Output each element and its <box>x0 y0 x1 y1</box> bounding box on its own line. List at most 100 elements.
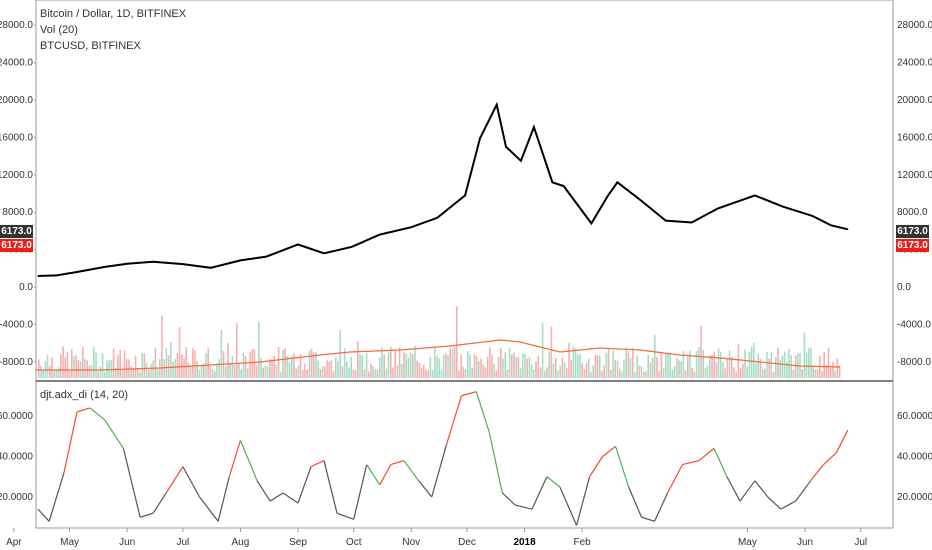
volume-bar <box>548 351 550 378</box>
volume-bar <box>614 360 616 378</box>
volume-bar <box>412 354 414 378</box>
volume-bar <box>737 344 740 378</box>
price-point <box>590 222 593 225</box>
volume-bar <box>722 362 724 378</box>
indicator-segment <box>217 476 230 522</box>
indicator-segment <box>546 476 561 488</box>
volume-bar <box>255 365 258 378</box>
indicator-y-tick-left: 40.0000 <box>0 452 33 463</box>
volume-bar <box>321 366 324 378</box>
volume-bar <box>513 352 515 378</box>
volume-bar <box>772 371 775 378</box>
volume-bar <box>176 353 179 378</box>
volume-bar <box>678 359 680 378</box>
volume-bar <box>262 367 264 378</box>
volume-bar <box>700 325 702 378</box>
volume-bar <box>299 353 302 378</box>
volume-bar <box>319 369 322 378</box>
symbol-legend: BTCUSD, BITFINEX <box>40 40 141 52</box>
y-tick-label-left: 0.0 <box>19 282 33 293</box>
price-point <box>152 261 154 263</box>
indicator-segment <box>379 464 392 486</box>
volume-bar <box>594 354 597 378</box>
volume-bar <box>821 371 823 378</box>
volume-bar <box>385 368 388 378</box>
volume-bar <box>838 365 841 378</box>
x-tick-label: Oct <box>346 537 362 548</box>
indicator-segment <box>739 480 756 502</box>
volume-bar <box>555 357 557 378</box>
volume-bar <box>376 369 379 378</box>
volume-bar <box>539 367 542 378</box>
volume-bar <box>101 352 104 378</box>
volume-bar <box>148 369 150 378</box>
indicator-segment <box>445 395 463 445</box>
price-point <box>562 185 565 187</box>
volume-bar <box>218 359 220 378</box>
indicator-segment <box>767 496 782 510</box>
volume-bar <box>601 371 603 378</box>
indicator-segment <box>323 460 338 514</box>
indicator-y-tick-right: 40.0000 <box>897 452 932 463</box>
volume-bar <box>73 356 75 378</box>
volume-bar <box>62 346 64 378</box>
volume-bar <box>669 352 671 378</box>
indicator-segment <box>628 486 643 518</box>
volume-bar <box>561 357 564 378</box>
indicator-segment <box>726 476 741 502</box>
volume-bar <box>273 355 275 378</box>
y-tick-label-left: 8000.0 <box>2 207 33 218</box>
volume-bar <box>632 347 634 378</box>
indicator-segment <box>139 512 154 518</box>
volume-bar <box>396 365 399 378</box>
volume-bar <box>308 350 311 378</box>
volume-bar <box>469 354 471 378</box>
volume-bar <box>830 368 832 378</box>
volume-bar <box>104 371 106 378</box>
volume-bar <box>801 369 803 378</box>
volume-bar <box>720 352 722 378</box>
volume-bar <box>368 371 370 378</box>
volume-bar <box>394 351 396 378</box>
volume-bar <box>528 357 531 378</box>
volume-bar <box>687 356 689 378</box>
volume-bar <box>464 368 467 378</box>
volume-bar <box>786 361 788 378</box>
indicator-segment <box>256 480 271 502</box>
volume-bar <box>280 371 282 378</box>
volume-bar <box>359 353 361 378</box>
indicator-segment <box>780 500 797 510</box>
indicator-segment <box>63 411 78 473</box>
volume-bar <box>559 365 561 378</box>
volume-bar <box>343 348 346 378</box>
volume-bar <box>196 361 198 378</box>
volume-bar <box>832 361 834 378</box>
volume-bar <box>302 369 304 378</box>
volume-bar <box>497 356 500 378</box>
x-tick-label: Jul <box>176 537 189 548</box>
volume-bar <box>152 360 154 378</box>
indicator-segment <box>366 464 381 486</box>
volume-bar <box>568 342 570 378</box>
indicator-segment <box>269 492 284 502</box>
indicator-segment <box>37 508 50 522</box>
volume-bar <box>112 348 115 378</box>
last-price-label-right-2: 6173.0 <box>896 239 929 252</box>
volume-bar <box>68 369 71 378</box>
volume-bar <box>658 371 660 378</box>
volume-bar <box>214 371 216 378</box>
volume-bar <box>662 367 665 378</box>
price-point <box>104 266 106 268</box>
volume-bar <box>183 358 185 378</box>
volume-bar <box>761 367 764 378</box>
price-point <box>505 146 507 148</box>
volume-bar <box>739 367 742 378</box>
volume-bar <box>599 355 601 378</box>
volume-bar <box>735 371 737 378</box>
volume-bar <box>352 369 355 378</box>
volume-bar <box>130 366 132 378</box>
indicator-y-tick-left: 60.0000 <box>0 411 33 422</box>
price-point <box>436 217 438 219</box>
volume-bar <box>282 349 284 378</box>
